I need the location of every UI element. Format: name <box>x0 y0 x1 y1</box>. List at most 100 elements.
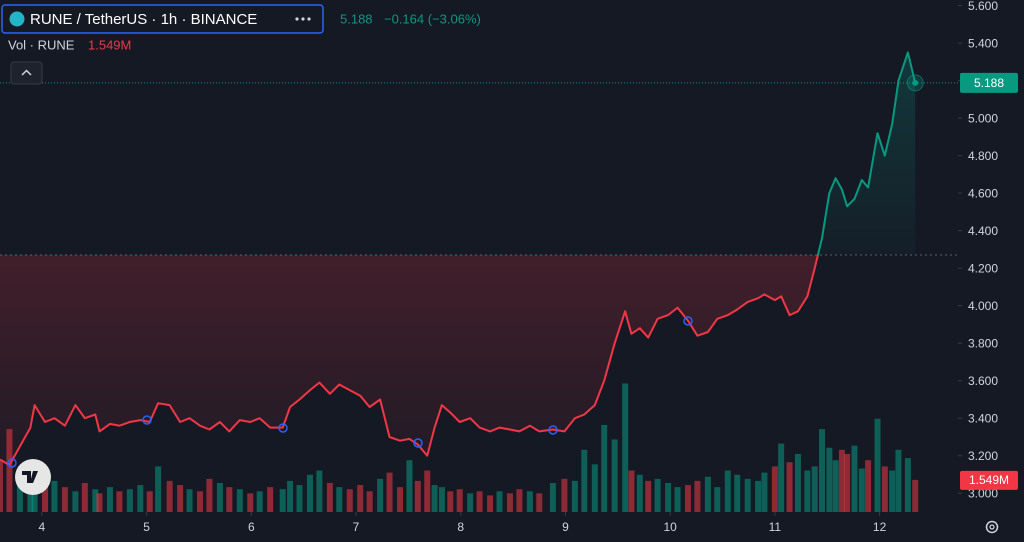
volume-bar <box>654 478 661 512</box>
volume-bar <box>81 482 88 512</box>
volume-bar <box>31 491 38 512</box>
volume-bar <box>694 480 701 512</box>
volume-bar <box>27 487 34 512</box>
volume-bar <box>832 460 839 512</box>
volume-bar <box>406 460 413 512</box>
y-tick-label: 5.400 <box>968 36 998 50</box>
volume-bar <box>622 383 629 512</box>
volume-bar <box>316 470 323 512</box>
volume-badge <box>960 470 1018 490</box>
volume-bar <box>549 482 556 512</box>
volume-bar <box>146 491 153 512</box>
event-marker[interactable] <box>7 458 17 468</box>
symbol-box[interactable] <box>1 4 324 34</box>
volume-bar <box>366 491 373 512</box>
y-tick-label: 4.000 <box>968 299 998 313</box>
volume-bar <box>714 487 721 512</box>
volume-bar <box>424 470 431 512</box>
volume-bar <box>438 487 445 512</box>
price-change: −0.164 (−3.06%) <box>384 11 481 26</box>
volume-bar <box>476 491 483 512</box>
volume-bar <box>636 474 643 512</box>
volume-last: 1.549M <box>88 37 131 52</box>
volume-bar <box>786 462 793 512</box>
event-marker[interactable] <box>548 425 558 435</box>
settings-icon <box>989 524 995 530</box>
volume-bar <box>874 418 881 512</box>
volume-bar <box>771 466 778 512</box>
volume-bar <box>247 493 254 512</box>
volume-bar <box>724 470 731 512</box>
volume-bar <box>794 453 801 512</box>
y-tick-label: 3.800 <box>968 336 998 350</box>
volume-bar <box>811 466 818 512</box>
event-marker[interactable] <box>278 423 288 433</box>
volume-bar <box>61 487 68 512</box>
volume-bar <box>912 479 919 512</box>
volume-bar <box>611 439 618 512</box>
volume-bar <box>581 449 588 512</box>
collapse-button[interactable] <box>10 61 43 85</box>
volume-bar <box>431 485 438 512</box>
y-tick-label: 3.600 <box>968 374 998 388</box>
volume-bar <box>761 472 768 512</box>
last-price: 5.188 <box>340 11 373 26</box>
volume-bar <box>279 489 286 512</box>
y-tick-label: 3.400 <box>968 411 998 425</box>
collapse-icon <box>21 69 32 76</box>
symbol-title[interactable]: RUNE / TetherUS · 1h · BINANCE <box>30 11 257 28</box>
event-marker[interactable] <box>413 438 423 448</box>
volume-bar <box>177 485 184 512</box>
volume-bar <box>155 466 162 512</box>
baseline-area <box>0 52 916 466</box>
volume-bar <box>851 445 858 512</box>
volume-bar <box>778 443 785 512</box>
volume-bar <box>496 491 503 512</box>
volume-bar <box>881 466 888 512</box>
volume-bar <box>904 458 911 512</box>
y-tick-label: 5.600 <box>968 0 998 13</box>
volume-bar <box>865 460 872 512</box>
volume-bar <box>126 489 133 512</box>
x-tick-label: 10 <box>663 520 677 534</box>
volume-bar <box>6 429 13 512</box>
volume-bar <box>684 485 691 512</box>
x-tick-label: 9 <box>562 520 569 534</box>
overlay <box>7 316 693 468</box>
volume-bar <box>456 489 463 512</box>
event-marker[interactable] <box>683 316 693 326</box>
volume-bar <box>628 470 635 512</box>
volume-bar <box>377 478 384 512</box>
volume-bar <box>0 460 3 512</box>
volume-bar <box>197 491 204 512</box>
volume-bar <box>526 491 533 512</box>
event-marker[interactable] <box>142 415 152 425</box>
volume-bar <box>236 489 243 512</box>
x-tick-label: 12 <box>873 520 887 534</box>
volume-bar <box>397 487 404 512</box>
volume-bar <box>306 474 313 512</box>
volume-bar <box>357 485 364 512</box>
volume-bar <box>447 491 454 512</box>
x-tick-label: 7 <box>353 520 360 534</box>
volume-bar <box>561 478 568 512</box>
settings-button[interactable] <box>985 520 999 534</box>
volume-bar <box>336 487 343 512</box>
volume-bar <box>487 495 494 512</box>
volume-bar <box>826 447 833 512</box>
volume-bar <box>744 478 751 512</box>
volume-bar <box>704 476 711 512</box>
price-line <box>0 51 917 467</box>
y-tick-label: 4.400 <box>968 224 998 238</box>
volume-bar <box>226 487 233 512</box>
last-point <box>912 79 919 86</box>
y-tick-label: 3.000 <box>968 486 998 500</box>
volume-bar <box>838 449 845 512</box>
volume-bar <box>256 491 263 512</box>
more-dot[interactable] <box>295 17 299 21</box>
volume-bar <box>287 480 294 512</box>
x-tick-label: 5 <box>143 520 150 534</box>
volume-bar <box>414 480 421 512</box>
volume-bar <box>72 491 79 512</box>
y-tick-label: 5.000 <box>968 111 998 125</box>
